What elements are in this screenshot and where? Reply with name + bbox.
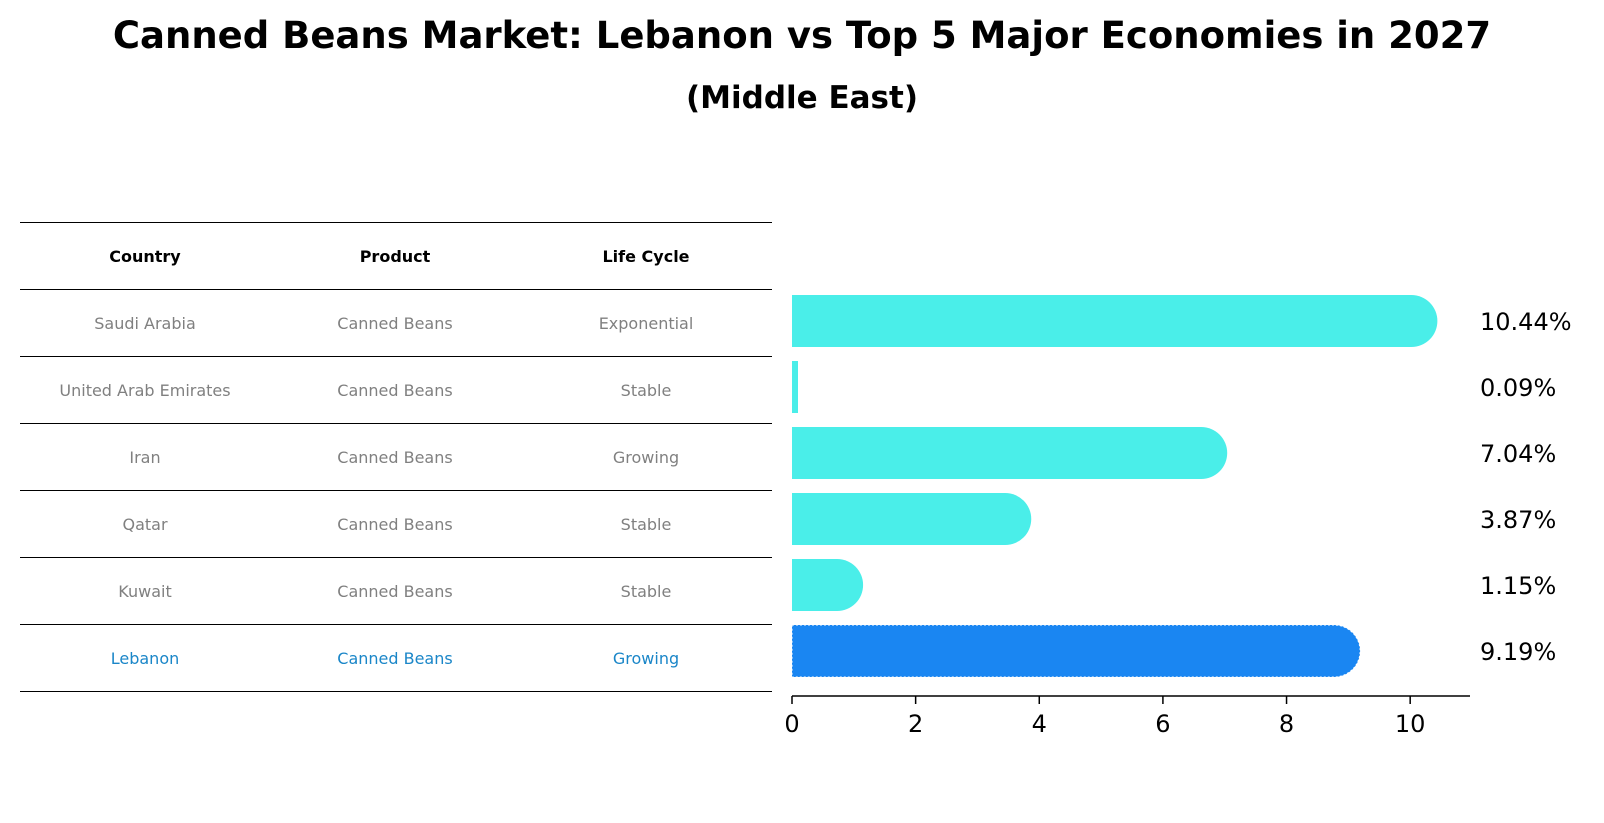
bar-qatar [792, 493, 1032, 545]
cell-country: Lebanon [110, 648, 180, 668]
chart-title: Canned Beans Market: Lebanon vs Top 5 Ma… [112, 14, 1492, 57]
cell-country: United Arab Emirates [59, 380, 231, 400]
table-row: United Arab Emirates Canned Beans Stable [20, 356, 772, 423]
data-table: Country Product Life Cycle Saudi Arabia … [20, 222, 772, 692]
value-label: 7.04% [1480, 440, 1556, 468]
bar-saudi-arabia [792, 295, 1438, 347]
value-label: 10.44% [1480, 308, 1572, 336]
cell-country: Kuwait [118, 581, 172, 601]
cell-product: Canned Beans [337, 648, 453, 668]
table-header-row: Country Product Life Cycle [20, 222, 772, 289]
cell-product: Canned Beans [337, 581, 453, 601]
chart-subtitle: (Middle East) [685, 80, 918, 116]
bar-united-arab-emirates [792, 361, 798, 413]
x-tick-label: 0 [784, 710, 799, 738]
bar-lebanon [791, 624, 1361, 678]
cell-country: Iran [129, 447, 161, 467]
x-tick-label: 10 [1395, 710, 1426, 738]
cell-life-cycle: Exponential [598, 313, 694, 333]
cell-product: Canned Beans [337, 313, 453, 333]
cell-life-cycle: Growing [612, 447, 680, 467]
table-row: Qatar Canned Beans Stable [20, 490, 772, 557]
value-label: 9.19% [1480, 638, 1556, 666]
cell-product: Canned Beans [337, 447, 453, 467]
table-row: Iran Canned Beans Growing [20, 423, 772, 490]
header-product: Product [359, 246, 431, 266]
value-label: 3.87% [1480, 506, 1556, 534]
cell-life-cycle: Growing [612, 648, 680, 668]
x-tick-label: 6 [1155, 710, 1170, 738]
x-tick-label: 4 [1032, 710, 1047, 738]
header-life-cycle: Life Cycle [602, 246, 690, 266]
cell-product: Canned Beans [337, 380, 453, 400]
header-country: Country [109, 246, 181, 266]
cell-product: Canned Beans [337, 514, 453, 534]
table-row: Saudi Arabia Canned Beans Exponential [20, 289, 772, 356]
bar-iran [792, 427, 1228, 479]
value-label: 1.15% [1480, 572, 1556, 600]
value-label: 0.09% [1480, 374, 1556, 402]
cell-country: Saudi Arabia [94, 313, 196, 333]
cell-life-cycle: Stable [620, 514, 672, 534]
table-row-highlight: Lebanon Canned Beans Growing [20, 624, 772, 692]
cell-life-cycle: Stable [620, 380, 672, 400]
cell-life-cycle: Stable [620, 581, 672, 601]
x-tick-label: 8 [1279, 710, 1294, 738]
cell-country: Qatar [122, 514, 168, 534]
x-tick-label: 2 [908, 710, 923, 738]
bar-kuwait [792, 559, 864, 611]
table-row: Kuwait Canned Beans Stable [20, 557, 772, 624]
